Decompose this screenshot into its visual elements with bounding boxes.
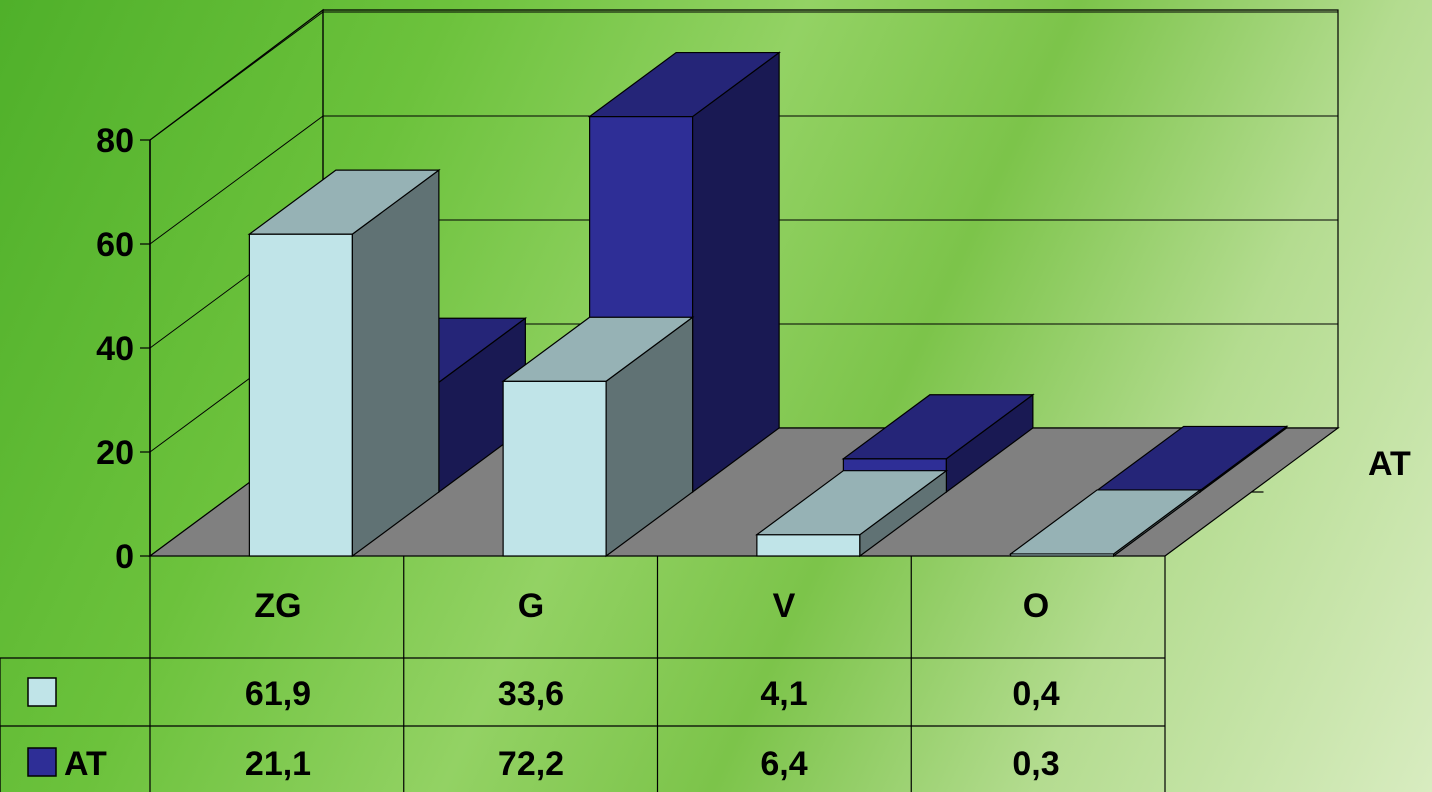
bar-top-face	[841, 394, 1035, 460]
legend-key-series-1	[27, 677, 57, 707]
bar-side-face	[692, 51, 780, 494]
bar-front-face	[248, 233, 353, 557]
table-cell-s1-g: 33,6	[498, 675, 564, 713]
bar-series-1-o	[1008, 488, 1202, 558]
legend-key-at	[27, 747, 57, 777]
table-cell-at-g: 72,2	[498, 745, 564, 783]
series-axis-label: AT	[1368, 445, 1411, 483]
bar-front-face	[756, 534, 861, 557]
bar-series-1-zg	[247, 168, 441, 558]
table-cell-s1-zg: 61,9	[245, 675, 311, 713]
category-label-o: O	[1023, 587, 1049, 625]
table-legend-label-at: AT	[64, 745, 107, 783]
table-cell-s1-v: 4,1	[760, 675, 807, 713]
bar-series-1-g	[501, 316, 695, 558]
y-tick-label: 60	[96, 226, 134, 264]
y-tick-label: 20	[96, 434, 134, 472]
y-tick-label: 40	[96, 330, 134, 368]
bar-side-face	[351, 168, 440, 558]
bar-top-face	[501, 316, 695, 382]
y-tick-label: 0	[115, 538, 134, 576]
table-cell-at-o: 0,3	[1012, 745, 1059, 783]
table-cell-at-v: 6,4	[760, 745, 807, 783]
bar-front-face	[502, 380, 607, 557]
bar-top-face	[587, 51, 781, 118]
y-tick-label: 80	[96, 122, 134, 160]
bar-top-face	[247, 169, 441, 235]
bar-series-1-v	[755, 469, 949, 558]
gridline-side	[149, 115, 324, 245]
category-label-zg: ZG	[254, 587, 301, 625]
bar-top-face	[755, 470, 949, 536]
table-cell-s1-o: 0,4	[1012, 675, 1059, 713]
table-cell-at-zg: 21,1	[245, 745, 311, 783]
category-label-g: G	[518, 587, 544, 625]
gridline-side	[149, 11, 324, 141]
bar-top-face	[1008, 489, 1202, 555]
category-label-v: V	[773, 587, 796, 625]
